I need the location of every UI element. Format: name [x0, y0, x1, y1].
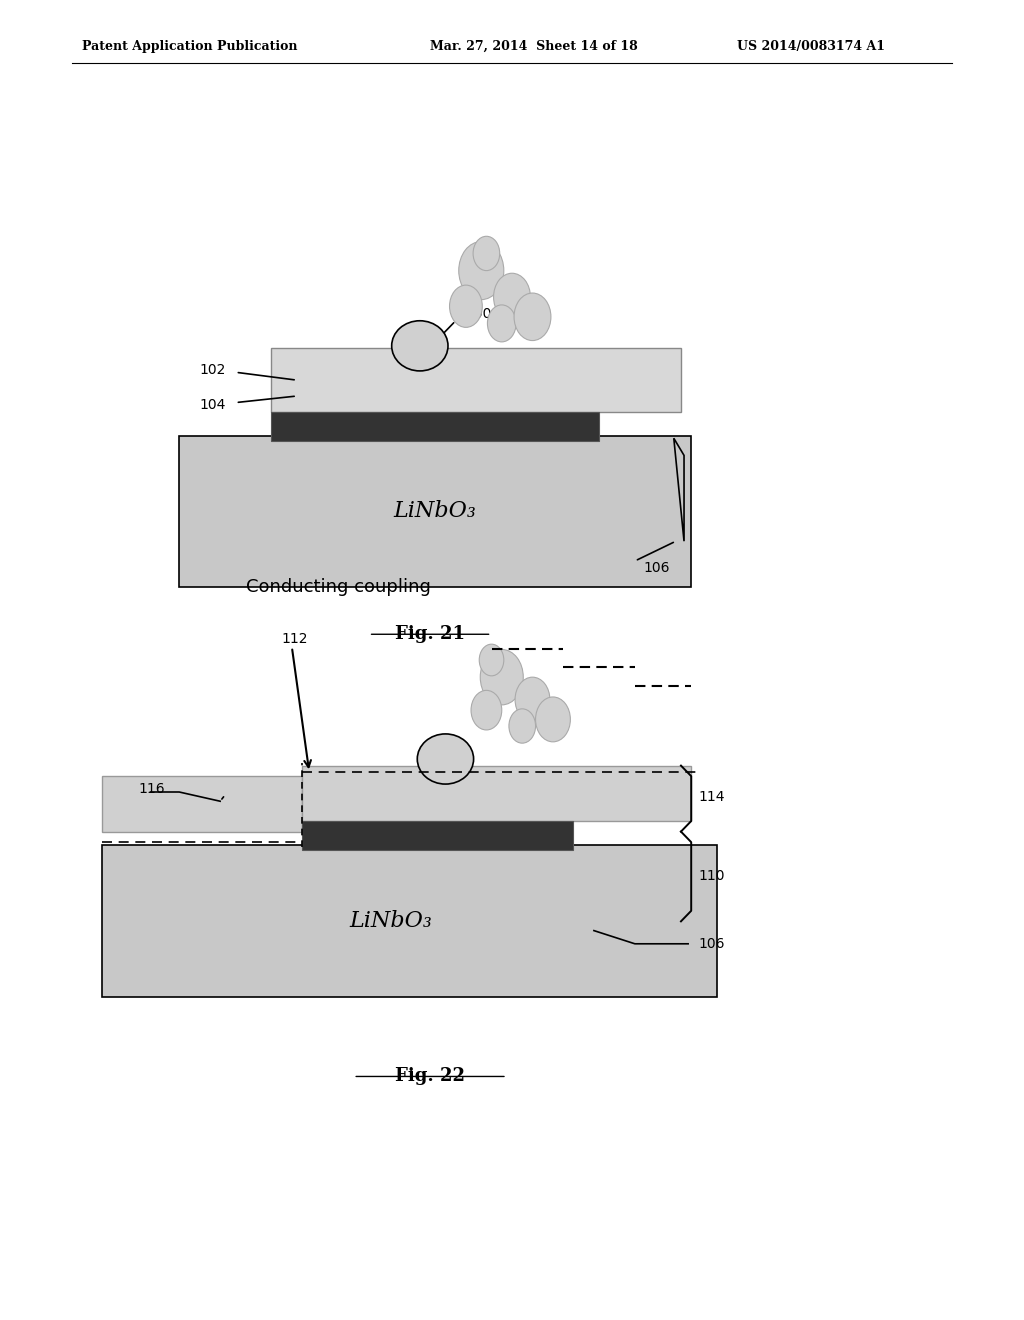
Ellipse shape [391, 321, 449, 371]
Circle shape [515, 677, 550, 722]
FancyBboxPatch shape [271, 412, 599, 441]
Circle shape [480, 649, 523, 705]
Circle shape [536, 697, 570, 742]
Circle shape [487, 305, 516, 342]
Circle shape [514, 293, 551, 341]
FancyBboxPatch shape [302, 766, 691, 821]
Text: 114: 114 [698, 791, 725, 804]
Text: 106: 106 [698, 937, 725, 950]
Circle shape [473, 236, 500, 271]
Circle shape [471, 690, 502, 730]
Text: 102: 102 [200, 363, 226, 376]
Text: 112: 112 [282, 632, 308, 645]
Text: LiNbO₃: LiNbO₃ [394, 500, 476, 523]
Text: Patent Application Publication: Patent Application Publication [82, 40, 297, 53]
Circle shape [459, 242, 504, 300]
Text: Mar. 27, 2014  Sheet 14 of 18: Mar. 27, 2014 Sheet 14 of 18 [430, 40, 638, 53]
Ellipse shape [418, 734, 473, 784]
Text: 100: 100 [466, 308, 493, 321]
FancyBboxPatch shape [179, 436, 691, 587]
FancyBboxPatch shape [102, 845, 717, 997]
Text: Conducting coupling: Conducting coupling [246, 578, 431, 597]
FancyBboxPatch shape [302, 821, 573, 850]
Text: Fig. 22: Fig. 22 [395, 1067, 465, 1085]
Circle shape [450, 285, 482, 327]
Text: 116: 116 [138, 783, 165, 796]
FancyBboxPatch shape [271, 348, 681, 412]
FancyBboxPatch shape [102, 776, 302, 832]
Text: 106: 106 [643, 561, 670, 574]
Text: LiNbO₃: LiNbO₃ [350, 909, 432, 932]
Text: 110: 110 [698, 870, 725, 883]
Text: Fig. 21: Fig. 21 [395, 624, 465, 643]
Circle shape [479, 644, 504, 676]
Text: US 2014/0083174 A1: US 2014/0083174 A1 [737, 40, 886, 53]
Circle shape [509, 709, 536, 743]
Circle shape [494, 273, 530, 321]
Text: 104: 104 [200, 399, 226, 412]
